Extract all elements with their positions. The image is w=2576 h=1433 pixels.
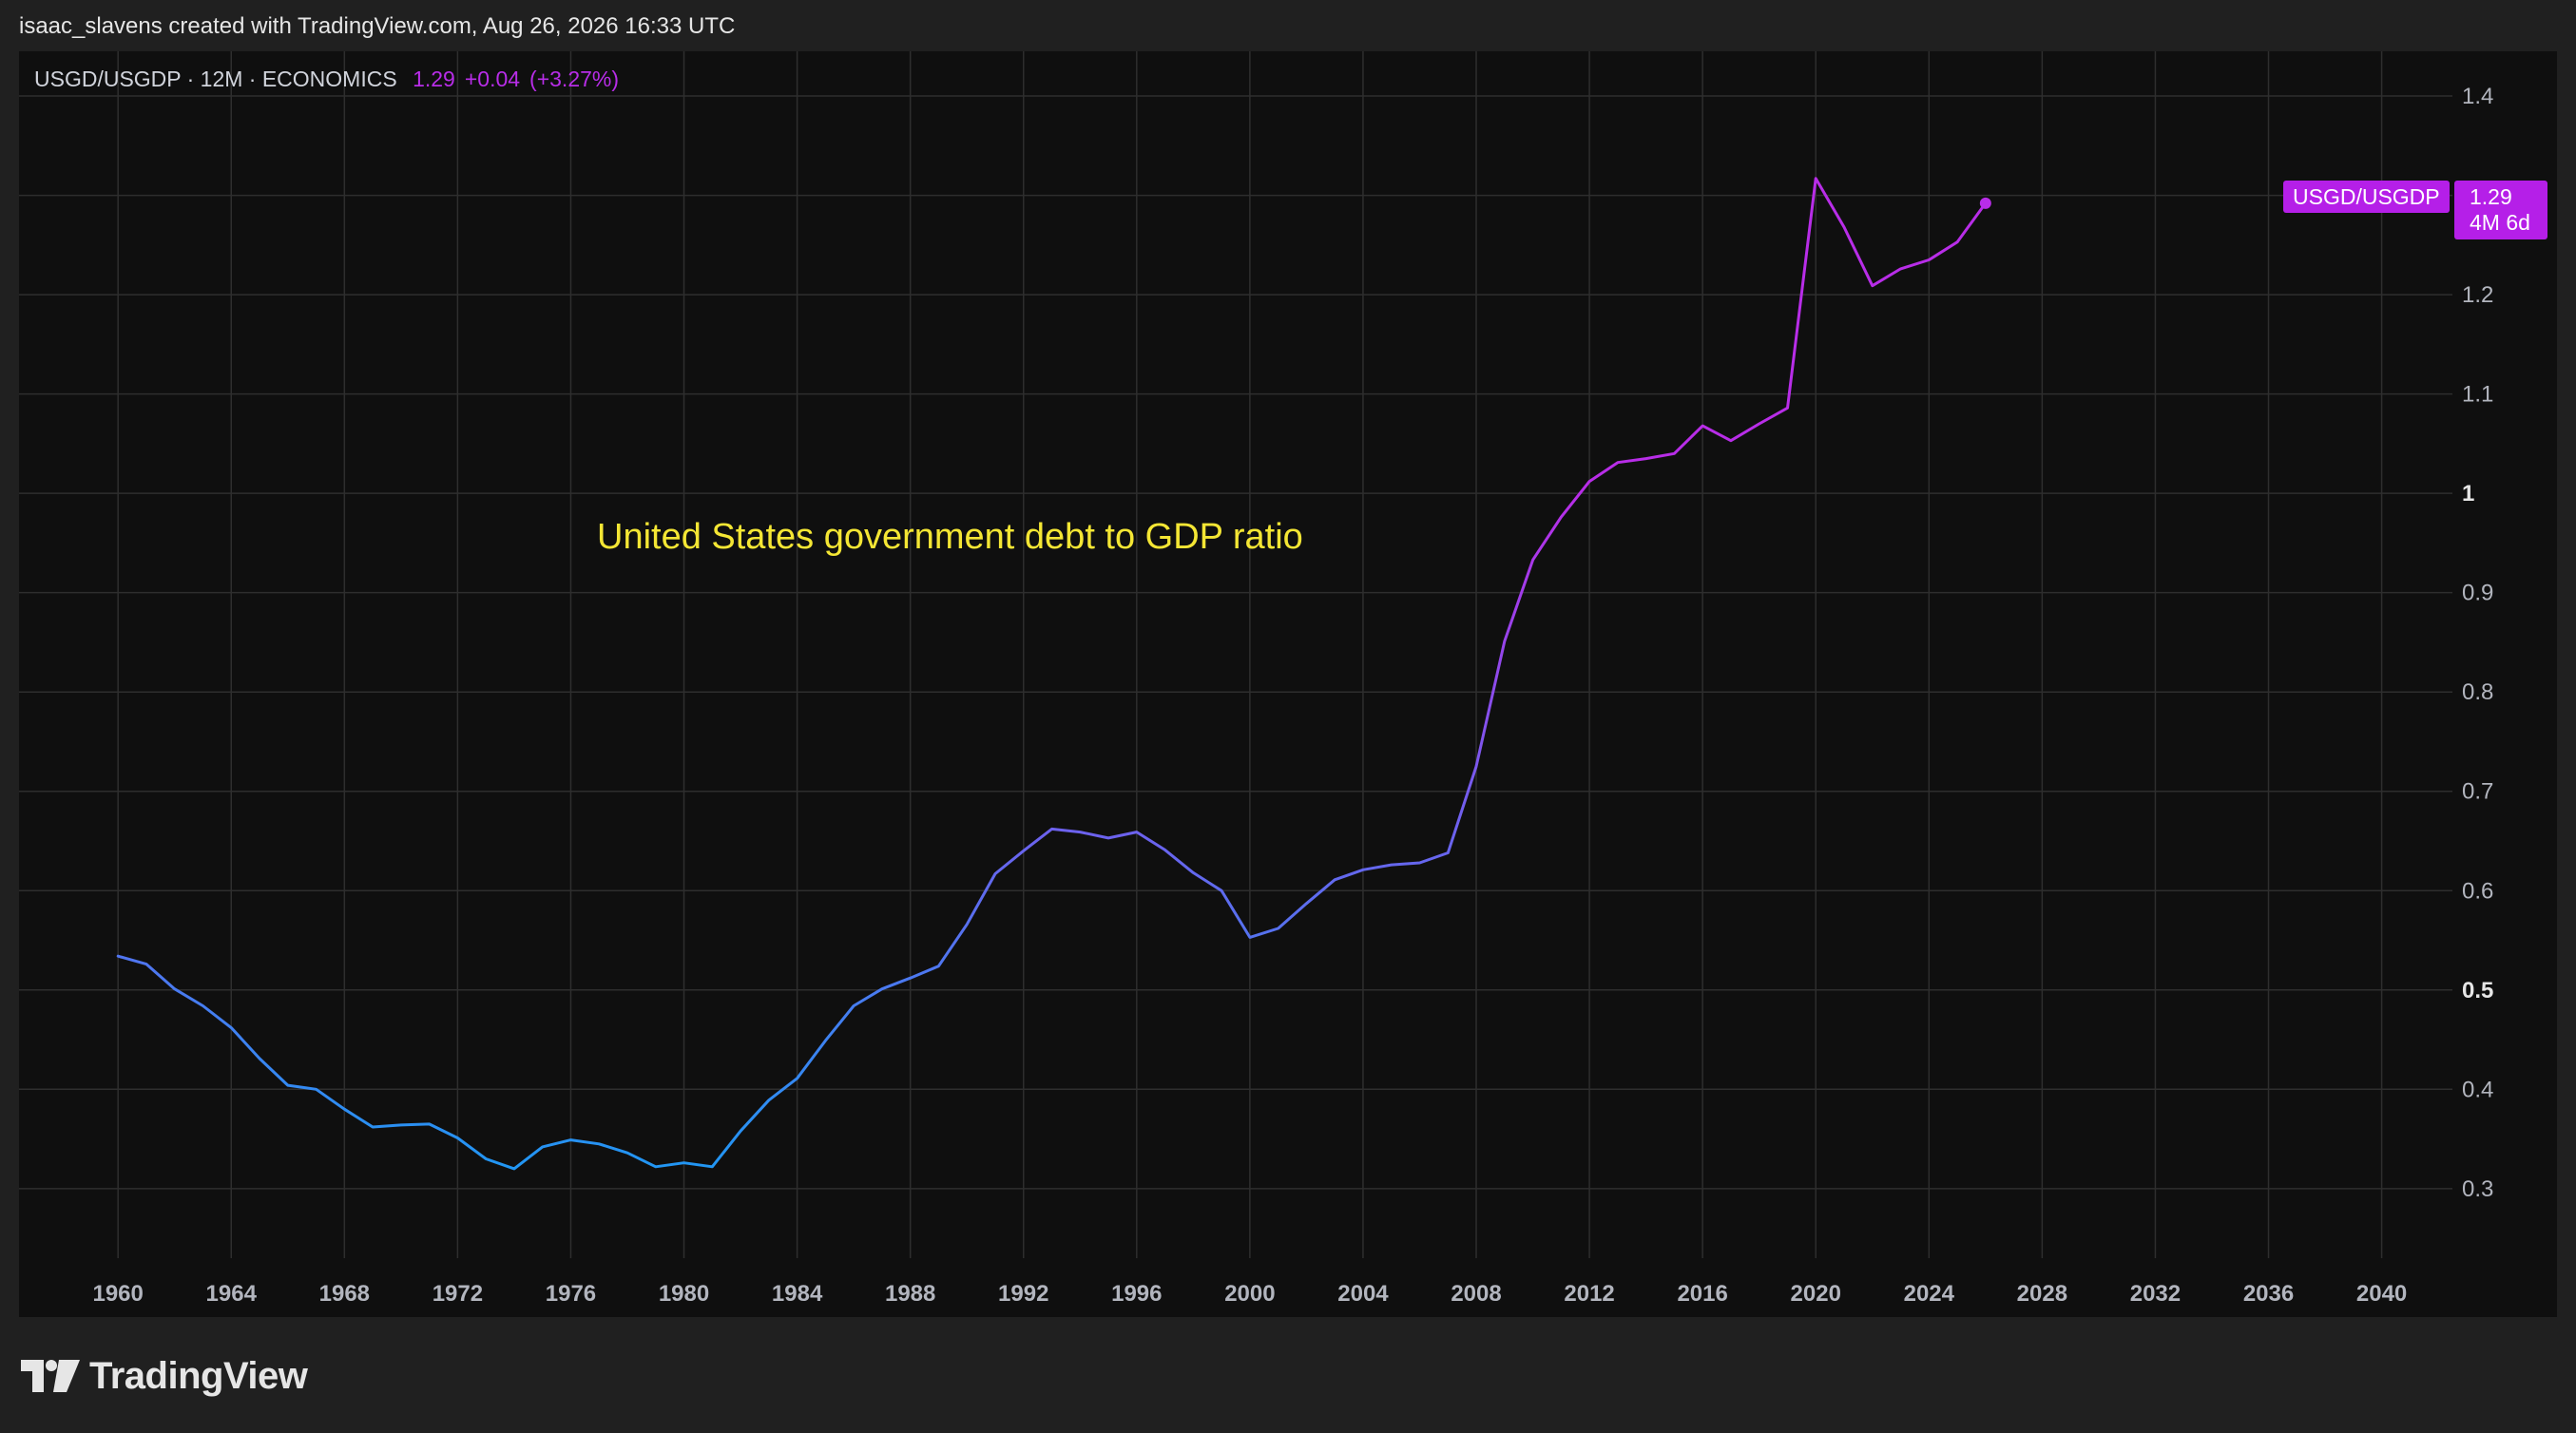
y-tick-label: 1.1: [2462, 382, 2493, 408]
y-tick-label: 1.2: [2462, 282, 2493, 308]
chart-attribution: isaac_slavens created with TradingView.c…: [19, 13, 736, 39]
x-tick-label: 1964: [206, 1281, 258, 1307]
last-price-label: 1.29 4M 6d: [2454, 181, 2547, 239]
y-tick-label: 0.4: [2462, 1077, 2493, 1102]
x-tick-label: 1968: [319, 1281, 370, 1307]
legend-change-pct: (+3.27%): [529, 67, 620, 91]
y-tick-label: 0.7: [2462, 779, 2493, 805]
series-name-tag: USGD/USGDP: [2283, 181, 2450, 213]
x-tick-label: 1976: [546, 1281, 596, 1307]
x-tick-label: 1988: [885, 1281, 935, 1307]
x-tick-label: 2032: [2130, 1281, 2181, 1307]
x-tick-label: 1972: [433, 1281, 483, 1307]
x-tick-label: 2036: [2243, 1281, 2294, 1307]
x-tick-label: 2016: [1677, 1281, 1727, 1307]
y-tick-label: 1: [2462, 481, 2474, 506]
last-price-value: 1.29: [2470, 184, 2512, 209]
chart-plot: 1960 1964 1968 1972 1976 1980 1984 1988 1992 1996…: [19, 51, 2493, 1307]
x-tick-label: 2008: [1451, 1281, 1501, 1307]
x-tick-label: 2028: [2017, 1281, 2067, 1307]
legend-symbol: USGD/USGDP · 12M · ECONOMICS: [34, 67, 397, 91]
chart-panel[interactable]: 1960 1964 1968 1972 1976 1980 1984 1988 1992 1996…: [19, 51, 2557, 1317]
x-tick-label: 1984: [772, 1281, 823, 1307]
bar-countdown: 4M 6d: [2470, 210, 2530, 235]
x-tick-label: 1980: [659, 1281, 709, 1307]
y-tick-label: 0.8: [2462, 679, 2493, 705]
chart-annotation: United States government debt to GDP rat…: [597, 517, 1303, 557]
y-tick-label: 0.6: [2462, 878, 2493, 904]
last-value-point: [1979, 197, 1991, 209]
x-tick-label: 2012: [1564, 1281, 1614, 1307]
x-tick-label: 2040: [2356, 1281, 2407, 1307]
x-tick-label: 1992: [998, 1281, 1048, 1307]
legend-change: +0.04: [464, 67, 521, 91]
tradingview-logo-icon: [21, 1360, 80, 1392]
x-tick-label: 2004: [1337, 1281, 1389, 1307]
chart-axes: 1960 1964 1968 1972 1976 1980 1984 1988 1992 1996…: [92, 84, 2493, 1307]
x-tick-label: 1996: [1111, 1281, 1162, 1307]
legend-values: 1.29 +0.04 (+3.27%): [413, 67, 628, 91]
y-tick-label: 0.3: [2462, 1176, 2493, 1202]
x-tick-label: 2024: [1904, 1281, 1955, 1307]
legend-last-value: 1.29: [413, 67, 455, 91]
chart-grid: [19, 51, 2452, 1258]
chart-legend[interactable]: USGD/USGDP · 12M · ECONOMICS 1.29 +0.04 (+…: [34, 67, 628, 92]
y-tick-label: 0.9: [2462, 581, 2493, 606]
x-tick-label: 2000: [1224, 1281, 1275, 1307]
x-tick-label: 1960: [92, 1281, 143, 1307]
y-tick-label: 1.4: [2462, 84, 2493, 109]
tradingview-logo[interactable]: TradingView: [21, 1354, 308, 1398]
y-tick-label: 0.5: [2462, 978, 2493, 1003]
x-tick-label: 2020: [1791, 1281, 1841, 1307]
logo-wordmark: TradingView: [89, 1354, 308, 1397]
chart-series: [116, 177, 1991, 1171]
series-line: [116, 177, 1988, 1171]
